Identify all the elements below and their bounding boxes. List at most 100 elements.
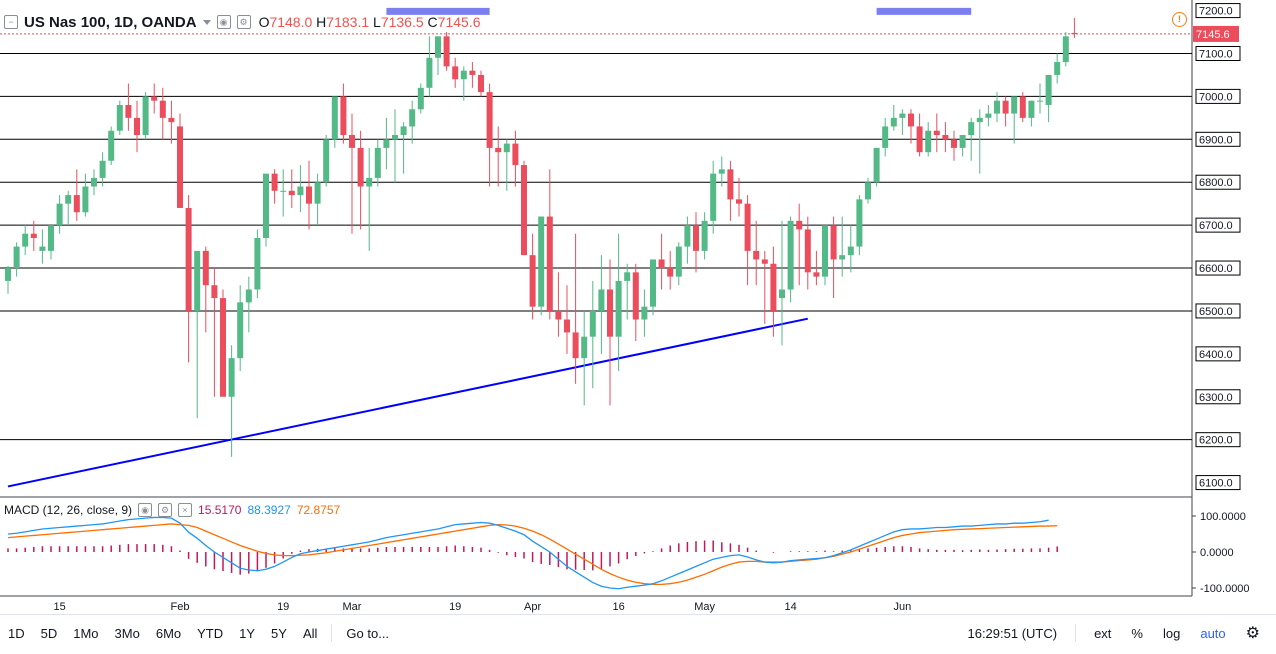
candle-body bbox=[142, 96, 149, 136]
range-1y[interactable]: 1Y bbox=[239, 625, 256, 641]
macd-line-value: 88.3927 bbox=[247, 503, 291, 517]
candle-body bbox=[1062, 36, 1069, 63]
candle-body bbox=[237, 302, 244, 359]
candle-body bbox=[39, 246, 46, 251]
candle-body bbox=[460, 70, 467, 80]
candle-body bbox=[220, 298, 226, 397]
current-price-badge bbox=[1193, 25, 1239, 42]
gear-icon[interactable]: ⚙ bbox=[1245, 625, 1260, 642]
range-all[interactable]: All bbox=[302, 625, 318, 641]
candle-body bbox=[813, 272, 820, 277]
macd-header: MACD (12, 26, close, 9) ◉ ⚙ × 15.5170 88… bbox=[4, 503, 340, 517]
candle-body bbox=[271, 173, 278, 191]
candle-body bbox=[383, 139, 390, 148]
price-tick-label: 7000.0 bbox=[1199, 91, 1233, 103]
candle-body bbox=[693, 225, 699, 251]
candle-body bbox=[435, 36, 441, 58]
candle-body bbox=[770, 263, 777, 311]
candle-body bbox=[951, 139, 957, 148]
candle-body bbox=[873, 147, 880, 183]
time-tick-label: Feb bbox=[171, 601, 190, 613]
macd-hist-value: 15.5170 bbox=[198, 503, 242, 517]
collapse-icon[interactable]: − bbox=[4, 15, 18, 29]
candle-body bbox=[985, 113, 992, 118]
range-5y[interactable]: 5Y bbox=[271, 625, 287, 641]
candle-body bbox=[349, 135, 355, 148]
percent-toggle[interactable]: % bbox=[1131, 625, 1143, 641]
candle-body bbox=[469, 70, 476, 75]
macd-label[interactable]: MACD (12, 26, close, 9) bbox=[4, 503, 133, 517]
candle-body bbox=[331, 96, 338, 140]
candle-body bbox=[1037, 100, 1043, 102]
price-tick-box bbox=[1195, 3, 1241, 19]
price-tick-box bbox=[1195, 475, 1241, 491]
candle-body bbox=[211, 285, 218, 299]
bottom-toolbar: 1D 5D 1Mo 3Mo 6Mo YTD 1Y 5Y All Go to...… bbox=[0, 614, 1276, 651]
candle-body bbox=[538, 216, 545, 307]
range-6mo[interactable]: 6Mo bbox=[155, 625, 182, 641]
range-5d[interactable]: 5D bbox=[40, 625, 58, 641]
candle-body bbox=[856, 199, 863, 247]
price-tick-box bbox=[1195, 346, 1241, 362]
price-tick-box bbox=[1195, 217, 1241, 233]
goto-button[interactable]: Go to... bbox=[346, 625, 390, 641]
settings-icon[interactable]: ⚙ bbox=[236, 15, 251, 29]
auto-toggle[interactable]: auto bbox=[1200, 625, 1226, 641]
macd-signal-line bbox=[7, 523, 1058, 586]
log-toggle[interactable]: log bbox=[1162, 625, 1181, 641]
divider bbox=[1075, 624, 1077, 642]
price-tick-label: 6500.0 bbox=[1199, 306, 1233, 318]
alert-icon[interactable]: ! bbox=[1172, 12, 1187, 27]
candle-body bbox=[13, 246, 20, 269]
candle-body bbox=[1002, 100, 1009, 114]
price-tick-box bbox=[1195, 45, 1241, 61]
candle-body bbox=[744, 203, 751, 251]
candle-body bbox=[572, 332, 579, 359]
low-label: L bbox=[373, 14, 381, 30]
open-label: O bbox=[258, 14, 270, 30]
resistance-zone bbox=[386, 7, 490, 15]
close-icon[interactable]: × bbox=[178, 503, 193, 517]
clock-time[interactable]: 16:29:51 (UTC) bbox=[967, 625, 1058, 641]
price-tick-box bbox=[1195, 432, 1241, 448]
candle-body bbox=[787, 220, 794, 290]
candle-body bbox=[486, 92, 493, 148]
symbol-title[interactable]: US Nas 100, 1D, OANDA bbox=[24, 13, 197, 31]
trendline bbox=[7, 317, 809, 488]
candle-body bbox=[495, 147, 502, 153]
range-1d[interactable]: 1D bbox=[8, 625, 25, 641]
chart-header: − US Nas 100, 1D, OANDA ◉ ⚙ O7148.0 H718… bbox=[0, 0, 480, 44]
candle-body bbox=[976, 117, 983, 123]
ext-toggle[interactable]: ext bbox=[1094, 625, 1112, 641]
candle-body bbox=[925, 130, 932, 153]
candle-body bbox=[108, 130, 115, 161]
resistance-zone bbox=[876, 7, 972, 15]
candle-body bbox=[822, 225, 828, 277]
price-tick-box bbox=[1195, 303, 1241, 319]
candle-body bbox=[658, 259, 665, 269]
range-1mo[interactable]: 1Mo bbox=[73, 625, 99, 641]
candle-body bbox=[546, 216, 553, 311]
candle-body bbox=[933, 130, 940, 136]
candle-body bbox=[632, 272, 639, 320]
candle-body bbox=[125, 104, 132, 118]
candle-body bbox=[736, 199, 742, 204]
range-ytd[interactable]: YTD bbox=[197, 625, 224, 641]
ohlc-values: O7148.0 H7183.1 L7136.5 C7145.6 bbox=[259, 14, 481, 30]
candle-body bbox=[968, 122, 975, 136]
chevron-down-icon[interactable] bbox=[202, 19, 211, 25]
price-tick-label: 6800.0 bbox=[1199, 177, 1233, 189]
candle-body bbox=[641, 306, 648, 320]
settings-icon[interactable]: ⚙ bbox=[158, 503, 173, 517]
candle-body bbox=[177, 126, 183, 208]
candle-body bbox=[30, 233, 37, 238]
range-3mo[interactable]: 3Mo bbox=[114, 625, 140, 641]
candle-body bbox=[908, 113, 914, 127]
price-tick-label: 6200.0 bbox=[1199, 435, 1233, 447]
candle-body bbox=[374, 147, 381, 178]
eye-icon[interactable]: ◉ bbox=[216, 15, 231, 29]
candle-body bbox=[263, 173, 269, 238]
current-price-label: 7145.6 bbox=[1196, 29, 1230, 41]
eye-icon[interactable]: ◉ bbox=[138, 503, 153, 517]
